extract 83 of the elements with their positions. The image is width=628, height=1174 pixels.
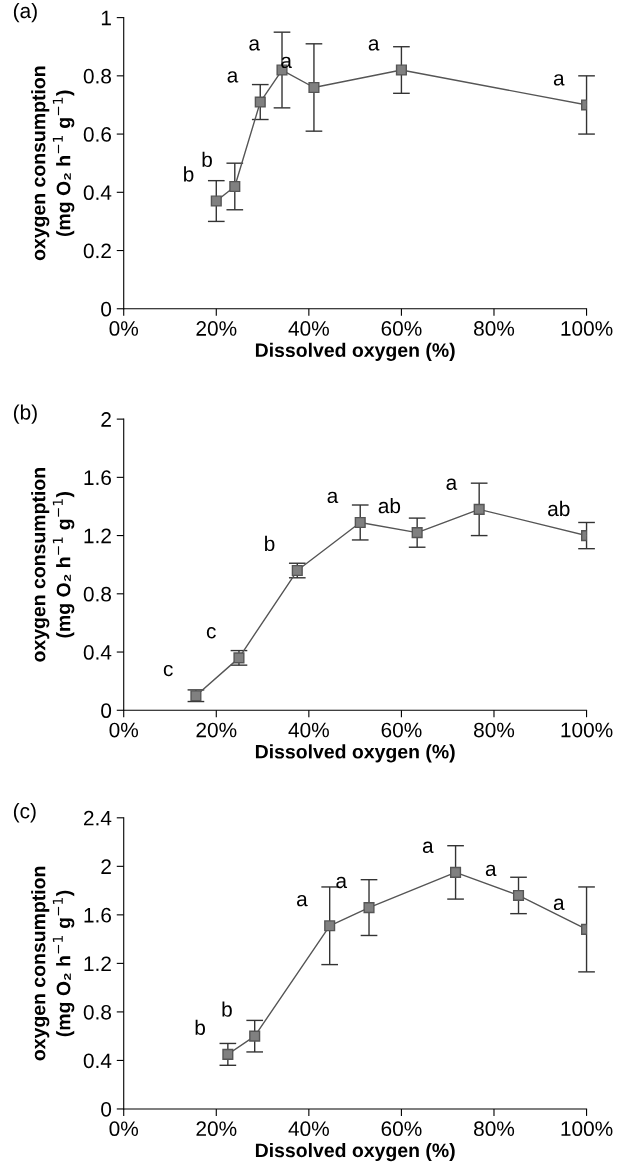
annotation: c (206, 627, 216, 639)
point (222, 1048, 234, 1060)
x-tick-label: 40% (288, 722, 329, 738)
point (354, 516, 366, 529)
x-tick-label: 0% (109, 1121, 139, 1137)
y-tick-label: 2.4 (84, 810, 112, 826)
y-tick-label: 0 (101, 703, 112, 719)
annotation: a (446, 478, 458, 490)
x-tick-label: 40% (288, 1121, 329, 1137)
point (249, 1030, 261, 1042)
annotation: a (336, 876, 348, 889)
x-tick-label: 100% (561, 321, 613, 336)
annotation: a (422, 841, 434, 853)
point (450, 866, 462, 878)
y-tick-label: 1.2 (84, 956, 111, 971)
x-axis-title: Dissolved oxygen (%) (255, 1142, 455, 1162)
y-tick-label: 2 (101, 412, 111, 427)
x-tick-label: 0% (109, 722, 139, 738)
y-tick-label: 0 (101, 1101, 112, 1117)
annotation: a (368, 39, 380, 51)
y-tick-label: 0.2 (83, 243, 111, 259)
point (363, 902, 375, 914)
point (229, 180, 241, 193)
annotation: a (296, 894, 308, 907)
point (291, 564, 303, 577)
y-tick-label: 0.6 (83, 127, 111, 142)
annotation: a (227, 71, 239, 83)
y-axis-title: oxygen consumption (mg O₂ h$^{−1}$ g$^{−1}$) (31, 66, 75, 261)
point (254, 96, 266, 108)
annotation: b (222, 1001, 232, 1017)
y-tick-label: 0.4 (83, 1053, 112, 1069)
y-tick-label: 2 (101, 859, 111, 874)
y-tick-label: 0.4 (83, 645, 112, 660)
annotation: c (163, 664, 173, 677)
point (308, 81, 320, 94)
y-tick-label: 1.6 (84, 907, 111, 923)
y-axis-title: oxygen consumption (mg O₂ h$^{−1}$ g$^{−1}$) (31, 468, 75, 662)
annotation: a (485, 864, 497, 877)
x-tick-label: 20% (196, 722, 237, 738)
point (210, 195, 222, 207)
y-tick-label: 1.6 (84, 470, 111, 486)
annotation: a (327, 491, 339, 504)
x-tick-label: 80% (474, 1121, 515, 1137)
chart-title: (b) (13, 404, 37, 424)
point (324, 920, 336, 932)
annotation: b (265, 535, 275, 552)
x-tick-label: 40% (288, 321, 329, 336)
annotation: b (202, 151, 212, 168)
y-tick-label: 1.2 (84, 528, 111, 544)
point (411, 527, 423, 539)
x-tick-label: 100% (561, 722, 613, 738)
y-tick-label: 0.8 (83, 68, 112, 84)
annotation: a (553, 74, 565, 86)
annotation: a (553, 898, 565, 911)
x-tick-label: 60% (381, 722, 422, 738)
x-tick-label: 20% (196, 321, 237, 336)
y-tick-label: 0 (101, 301, 112, 317)
x-tick-label: 0% (109, 321, 139, 336)
x-tick-label: 100% (561, 1121, 613, 1137)
annotation: ab (378, 497, 401, 514)
point (233, 652, 245, 664)
x-axis-title: Dissolved oxygen (%) (255, 342, 455, 361)
x-tick-label: 20% (196, 1121, 237, 1137)
x-tick-label: 80% (474, 321, 515, 336)
chart-title: (a) (13, 2, 37, 23)
y-axis-title: oxygen consumption (mg O₂ h$^{−1}$ g$^{−1}$) (31, 866, 75, 1061)
y-tick-label: 0.8 (83, 586, 112, 602)
annotation: b (184, 166, 194, 182)
x-tick-label: 60% (381, 321, 422, 336)
point (190, 690, 202, 702)
point (512, 889, 525, 902)
x-tick-label: 60% (381, 1121, 422, 1137)
y-tick-label: 1 (101, 10, 111, 26)
annotation: a (249, 39, 261, 51)
y-tick-label: 0.8 (83, 1004, 112, 1020)
x-axis-title: Dissolved oxygen (%) (255, 744, 455, 763)
chart-title: (c) (13, 803, 36, 823)
y-tick-label: 0.4 (83, 185, 112, 201)
x-tick-label: 80% (474, 722, 515, 738)
point (473, 503, 485, 515)
annotation: ab (548, 500, 570, 517)
point (395, 64, 407, 76)
annotation: b (195, 1019, 205, 1035)
